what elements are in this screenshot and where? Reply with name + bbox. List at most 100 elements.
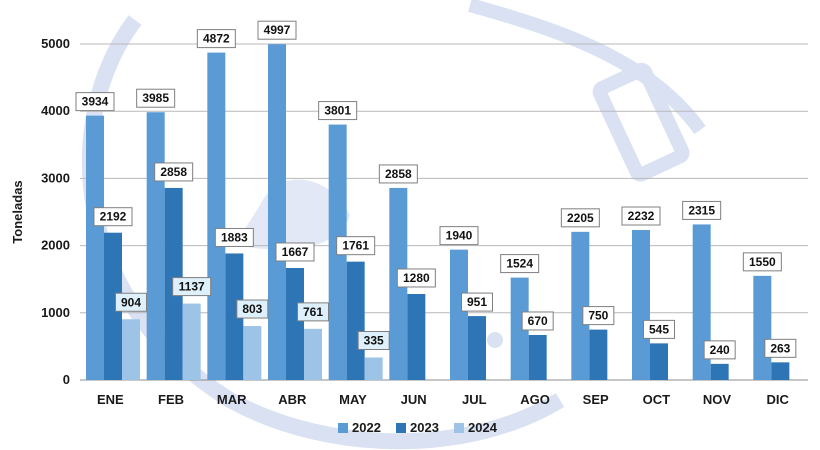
bar-2022-SEP xyxy=(571,231,590,380)
bar-2023-JUL xyxy=(468,316,486,380)
legend-swatch-2023 xyxy=(396,423,406,433)
x-tick-label: AGO xyxy=(520,392,550,407)
data-label-box xyxy=(643,319,675,339)
bar-2024-FEB xyxy=(182,303,201,380)
data-label-2022-MAY: 3801 xyxy=(324,104,351,118)
y-tick-label: 2000 xyxy=(41,238,70,253)
y-tick-label: 5000 xyxy=(41,36,70,51)
data-label-2022-DIC: 1550 xyxy=(749,255,776,269)
bar-2023-SEP xyxy=(589,329,608,380)
legend-swatch-2024 xyxy=(454,423,464,433)
data-label-box xyxy=(357,330,390,350)
y-tick-label: 1000 xyxy=(41,305,70,320)
data-label-box xyxy=(461,292,493,312)
data-label-2022-MAR: 4872 xyxy=(203,32,230,46)
y-tick-label: 4000 xyxy=(41,103,70,118)
data-label-2023-ENE: 2192 xyxy=(100,210,127,224)
data-label-box xyxy=(703,340,736,360)
data-label-box xyxy=(521,311,554,331)
bar-2023-DIC xyxy=(771,362,790,380)
data-label-2023-NOV: 240 xyxy=(710,343,730,357)
x-tick-label: SEP xyxy=(583,392,609,407)
legend-swatch-2022 xyxy=(338,423,348,433)
bar-2023-NOV xyxy=(710,363,729,380)
data-label-box xyxy=(318,101,358,121)
bar-2022-MAR xyxy=(207,52,226,381)
data-label-box xyxy=(275,242,315,262)
data-label-2022-JUL: 1940 xyxy=(446,229,473,243)
data-label-2022-OCT: 2232 xyxy=(628,209,655,223)
bar-2023-ENE xyxy=(104,232,122,380)
data-label-2022-FEB: 3985 xyxy=(142,91,169,105)
data-label-2023-ABR: 1667 xyxy=(282,245,309,259)
x-tick-label: MAR xyxy=(217,392,247,407)
data-label-box xyxy=(93,207,133,227)
legend-label-2022: 2022 xyxy=(352,420,381,435)
bar-2024-MAY xyxy=(364,357,383,380)
bar-2023-OCT xyxy=(650,343,668,380)
data-label-2024-ENE: 904 xyxy=(121,295,141,309)
bar-2024-MAR xyxy=(243,326,262,380)
x-tick-label: JUN xyxy=(401,392,427,407)
data-label-box xyxy=(297,302,329,322)
data-label-box xyxy=(214,227,254,247)
data-label-box xyxy=(396,268,436,288)
data-label-box xyxy=(378,164,418,184)
data-label-box xyxy=(257,20,297,40)
x-tick-label: MAY xyxy=(339,392,367,407)
data-label-2023-JUN: 1280 xyxy=(403,271,430,285)
x-tick-label: JUL xyxy=(462,392,487,407)
bar-2022-AGO xyxy=(510,277,529,380)
legend-label-2024: 2024 xyxy=(468,420,498,435)
x-tick-label: OCT xyxy=(643,392,671,407)
data-label-box xyxy=(582,306,615,326)
data-label-2023-DIC: 263 xyxy=(770,341,790,355)
bars xyxy=(86,44,790,381)
bar-2022-ABR xyxy=(268,44,286,380)
data-label-box xyxy=(172,277,212,297)
data-label-box xyxy=(500,254,540,274)
bar-2022-FEB xyxy=(146,112,165,380)
data-label-box xyxy=(439,226,479,246)
bar-2022-OCT xyxy=(632,230,650,380)
bar-2023-AGO xyxy=(528,334,547,380)
data-label-box xyxy=(560,208,600,228)
bar-2023-MAY xyxy=(346,261,365,380)
x-tick-label: FEB xyxy=(158,392,184,407)
data-label-2023-AGO: 670 xyxy=(528,314,548,328)
data-label-2023-FEB: 2858 xyxy=(160,165,187,179)
bar-2022-JUL xyxy=(450,249,468,380)
axes: 0 1000 2000 3000 4000 5000 Toneladas ENE FEB MAR A… xyxy=(10,36,808,407)
legend: 2022 2023 2024 xyxy=(338,420,498,435)
data-label-2022-ABR: 4997 xyxy=(264,23,291,37)
data-label-box xyxy=(621,206,661,226)
legend-label-2023: 2023 xyxy=(410,420,439,435)
data-label-2023-JUL: 951 xyxy=(467,295,487,309)
data-label-2023-MAR: 1883 xyxy=(221,230,248,244)
data-label-box xyxy=(236,299,269,319)
y-tick-label: 3000 xyxy=(41,170,70,185)
data-labels: 3934 2192 904 3985 2858 1137 4872 1883 803 4997 16… xyxy=(75,20,797,360)
bar-2023-ABR xyxy=(286,267,304,380)
bar-2024-ABR xyxy=(304,328,322,380)
data-label-2024-FEB: 1137 xyxy=(179,280,205,294)
data-label-2023-SEP: 750 xyxy=(588,309,608,323)
data-label-box xyxy=(115,292,147,312)
x-tick-label: NOV xyxy=(703,392,732,407)
y-tick-label: 0 xyxy=(63,372,70,387)
data-label-box xyxy=(196,29,236,49)
bar-2023-JUN xyxy=(407,293,426,380)
bar-2024-ENE xyxy=(122,319,140,380)
x-tick-label: ABR xyxy=(278,392,307,407)
data-label-2022-JUN: 2858 xyxy=(385,167,412,181)
data-label-2022-ENE: 3934 xyxy=(82,95,109,109)
data-label-box xyxy=(682,200,722,220)
y-axis-title: Toneladas xyxy=(10,180,25,243)
x-tick-label: ENE xyxy=(97,392,124,407)
data-label-2022-SEP: 2205 xyxy=(567,211,594,225)
data-label-2023-MAY: 1761 xyxy=(342,239,369,253)
bar-2022-ENE xyxy=(86,115,104,381)
data-label-2024-MAY: 335 xyxy=(364,333,384,347)
data-label-box xyxy=(75,92,115,112)
